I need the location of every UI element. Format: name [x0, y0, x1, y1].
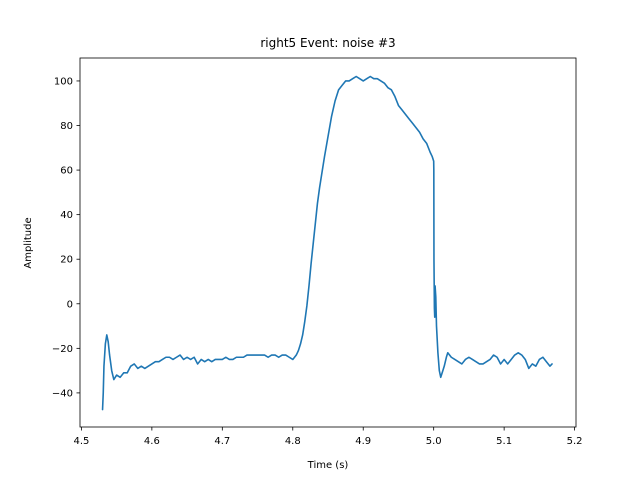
y-tick-label: 0 — [67, 299, 73, 310]
y-tick-label: 80 — [60, 121, 73, 132]
y-axis-label: Amplitude — [23, 217, 34, 268]
x-tick-label: 5.1 — [496, 436, 512, 447]
y-tick-label: −40 — [52, 388, 73, 399]
x-tick-label: 5.0 — [426, 436, 442, 447]
x-tick-label: 4.7 — [214, 436, 230, 447]
y-tick-label: 40 — [60, 210, 73, 221]
x-tick-label: 4.6 — [144, 436, 160, 447]
x-axis: 4.5 4.6 4.7 4.8 4.9 5.0 5.1 5.2 — [73, 427, 583, 447]
plot-frame — [79, 57, 577, 428]
y-tick-label: −20 — [52, 344, 73, 355]
x-tick-label: 5.2 — [567, 436, 583, 447]
x-tick-label: 4.8 — [285, 436, 301, 447]
x-axis-label: Time (s) — [307, 460, 349, 471]
series-line-0 — [101, 75, 553, 411]
y-tick-label: 100 — [54, 76, 73, 87]
y-tick-label: 60 — [60, 166, 73, 177]
x-tick-label: 4.5 — [73, 436, 89, 447]
y-axis: −40 −20 0 20 40 60 80 100 — [52, 76, 80, 399]
y-tick-label: 20 — [60, 255, 73, 266]
x-tick-label: 4.9 — [355, 436, 371, 447]
series-layer — [101, 75, 553, 411]
chart-title: right5 Event: noise #3 — [260, 36, 395, 50]
